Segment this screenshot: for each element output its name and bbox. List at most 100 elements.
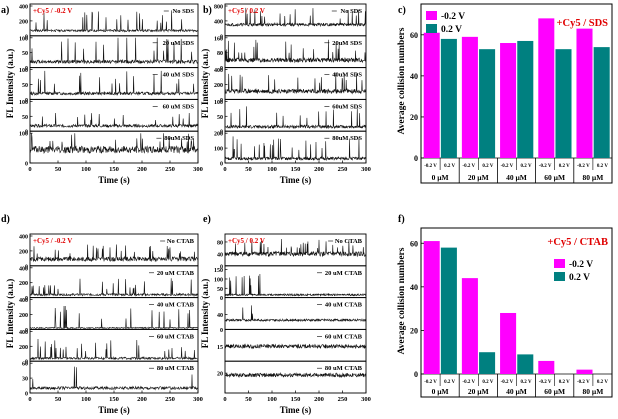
panel-label-d: d) bbox=[1, 214, 10, 225]
y-tick-label: 40 bbox=[410, 72, 418, 81]
subplot-a-2: 0 50 100 20 uM SDS bbox=[19, 35, 199, 72]
panel-label-f: f) bbox=[398, 214, 405, 225]
chart-title: +Cy5 / CTAB bbox=[547, 237, 608, 248]
y-tick-label: 80 bbox=[217, 51, 223, 57]
x-tick-label: 150 bbox=[291, 396, 301, 403]
y-tick-label: 100 bbox=[19, 100, 28, 106]
y-tick-label: 0 bbox=[25, 66, 28, 72]
x-tick-label: 200 bbox=[314, 166, 324, 173]
x-axis-title: Time (s) bbox=[280, 175, 312, 185]
bar-voltage-label: -0.2 V bbox=[424, 164, 437, 169]
y-tick-label: 100 bbox=[19, 132, 28, 138]
x-tick-label: 200 bbox=[137, 166, 147, 173]
condition-header: +Cy5 / -0.2 V bbox=[33, 237, 72, 245]
line-chart-a: 0 200 400 No SDS 0 50 100 20 uM SDS 0 50 100 40 uM … bbox=[5, 3, 203, 185]
x-tick-label: 150 bbox=[109, 166, 119, 173]
bar-02V-1 bbox=[479, 49, 496, 158]
y-tick-label: 0 bbox=[220, 34, 223, 40]
subplot-label: 60 uM CTAB bbox=[157, 333, 195, 340]
y-tick-label: 100 bbox=[214, 100, 223, 106]
y-tick-label: 200 bbox=[214, 132, 223, 138]
legend-label: -0.2 V bbox=[441, 12, 465, 22]
x-tick-label: 0 bbox=[28, 166, 31, 173]
y-tick-label: 20 bbox=[410, 326, 418, 335]
category-label: 0 µM bbox=[432, 387, 449, 396]
subplot-label: No CTAB bbox=[335, 238, 363, 245]
y-tick-label: 0 bbox=[414, 154, 418, 163]
trace-e-4 bbox=[224, 343, 367, 350]
bar-02V-0 bbox=[440, 38, 457, 159]
plot-frame bbox=[420, 227, 613, 398]
panel-label-a: a) bbox=[1, 5, 9, 16]
category-label: 20 µM bbox=[468, 387, 489, 396]
bar-voltage-label: -0.2 V bbox=[539, 164, 552, 169]
y-tick-label: 100 bbox=[19, 36, 28, 42]
bar-02V-3 bbox=[538, 360, 555, 374]
subplot-label: 20 uM CTAB bbox=[325, 270, 363, 277]
y-tick-label: 0 bbox=[220, 66, 223, 72]
x-tick-label: 300 bbox=[361, 166, 371, 173]
category-label: 40 µM bbox=[506, 173, 527, 182]
y-tick-label: 0 bbox=[25, 296, 28, 302]
subplot-b-3: 0 200 400 40uM SDS bbox=[214, 67, 367, 104]
category-label: 20 µM bbox=[468, 173, 489, 182]
trace-a-3 bbox=[29, 70, 199, 96]
bar-02V-2 bbox=[517, 354, 534, 374]
y-tick-label: 50 bbox=[22, 51, 28, 57]
subplot-label: 80uM SDS bbox=[164, 135, 194, 142]
bar-02V-1 bbox=[461, 36, 478, 158]
y-tick-label: 400 bbox=[19, 330, 28, 336]
subplot-e-3: 0 40 40 uM CTAB bbox=[217, 297, 367, 334]
y-tick-label: 200 bbox=[19, 345, 28, 351]
y-tick-label: 0 bbox=[25, 162, 28, 168]
x-axis-title: Time (s) bbox=[98, 175, 130, 185]
category-label: 80 µM bbox=[583, 173, 604, 182]
y-tick-label: 40 bbox=[217, 313, 223, 319]
subplot-d-4: 0 200 400 60 uM CTAB bbox=[19, 328, 199, 366]
bar-voltage-label: -0.2 V bbox=[462, 164, 475, 169]
y-tick-label: 0 bbox=[220, 296, 223, 302]
y-tick-label: 30 bbox=[22, 377, 28, 383]
y-axis-title: Average collision numbers bbox=[397, 247, 407, 354]
subplot-b-5: 0 100 200 80uM SDS bbox=[214, 130, 367, 168]
bar-voltage-label: 0.2 V bbox=[559, 380, 570, 385]
subplot-label: No CTAB bbox=[167, 238, 195, 245]
trace-a-1 bbox=[29, 10, 199, 33]
y-tick-label: 0 bbox=[25, 328, 28, 334]
subplot-label: 80uM SDS bbox=[332, 135, 362, 142]
y-tick-label: 0 bbox=[25, 130, 28, 136]
trace-d-3 bbox=[29, 305, 199, 330]
category-label: 40 µM bbox=[506, 387, 527, 396]
trace-a-2 bbox=[29, 37, 199, 65]
bar-02V-0 bbox=[423, 32, 440, 158]
x-tick-label: 100 bbox=[267, 396, 277, 403]
y-tick-label: 0 bbox=[220, 162, 223, 168]
plot-frame bbox=[420, 3, 613, 184]
bar-voltage-label: -0.2 V bbox=[577, 164, 590, 169]
legend-label: 0.2 V bbox=[441, 25, 462, 35]
trace-b-3 bbox=[224, 72, 367, 95]
subplot-label: 40uM SDS bbox=[332, 72, 362, 79]
x-tick-label: 100 bbox=[267, 166, 277, 173]
x-tick-label: 0 bbox=[223, 396, 226, 403]
trace-d-1 bbox=[29, 244, 199, 263]
y-tick-label: 50 bbox=[22, 115, 28, 121]
category-label: 60 µM bbox=[544, 387, 565, 396]
line-chart-d: 0 200 400 No CTAB 0 200 400 20 uM CTAB 0 200 400 40… bbox=[5, 233, 203, 415]
trace-d-2 bbox=[29, 278, 199, 297]
category-label: 60 µM bbox=[544, 173, 565, 182]
x-tick-label: 200 bbox=[137, 396, 147, 403]
x-tick-label: 250 bbox=[338, 166, 348, 173]
x-tick-label: 0 bbox=[28, 396, 31, 403]
y-tick-label: 100 bbox=[214, 277, 223, 283]
y-tick-label: 20 bbox=[410, 113, 418, 122]
trace-e-5 bbox=[224, 372, 367, 379]
bar-02V-4 bbox=[576, 369, 593, 374]
y-tick-label: 15 bbox=[217, 345, 223, 351]
subplot-label: 80 uM CTAB bbox=[325, 365, 363, 372]
bar-02V-3 bbox=[538, 18, 555, 158]
subplot-label: 40 uM CTAB bbox=[325, 302, 363, 309]
legend-label: -0.2 V bbox=[569, 260, 593, 270]
